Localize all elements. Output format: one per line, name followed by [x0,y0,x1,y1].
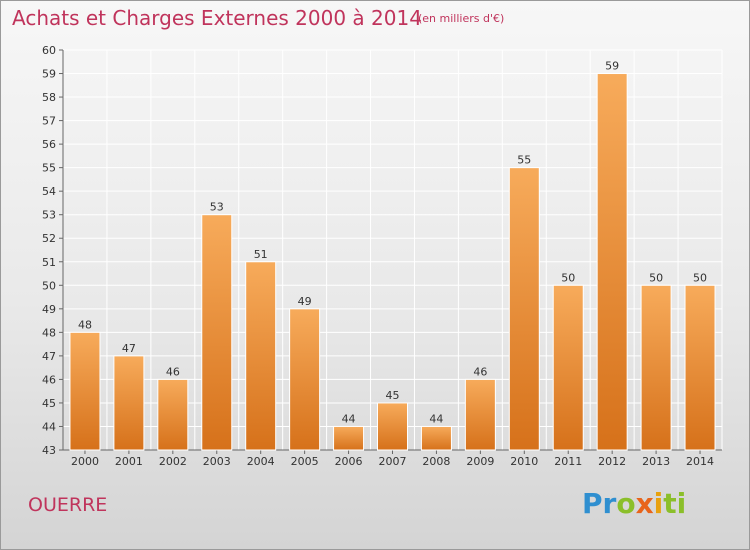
data-label: 47 [122,342,136,355]
y-tick-label: 59 [42,68,56,81]
x-tick-label: 2006 [335,455,363,468]
data-label: 53 [210,201,224,214]
y-tick-label: 56 [42,138,56,151]
data-label: 44 [429,412,443,425]
bar [552,284,584,451]
bars [69,73,716,451]
bar [684,284,716,451]
x-tick-label: 2009 [466,455,494,468]
data-label: 50 [561,271,575,284]
y-tick-label: 51 [42,256,56,269]
bar [377,402,408,451]
labels: 48 2000 47 2001 46 2002 53 2003 51 2004 49 2005 44 20… [71,60,714,468]
y-tick-label: 60 [42,44,56,57]
chart-title: Achats et Charges Externes 2000 à 2014 [12,6,422,30]
data-label: 50 [693,271,707,284]
y-tick-label: 53 [42,209,56,222]
x-tick-label: 2003 [203,455,231,468]
y-tick-label: 44 [42,420,56,433]
unit-note: (en milliers d'€) [418,12,505,25]
bar [508,167,540,451]
data-label: 55 [517,154,531,167]
x-tick-label: 2014 [686,455,714,468]
bar [201,214,233,451]
proxiti-logo: Proxiti [582,487,687,520]
data-label: 49 [298,295,312,308]
place-name: OUERRE [28,494,108,516]
bar [640,284,672,451]
data-label: 45 [386,389,400,402]
bar [333,425,365,451]
data-label: 46 [473,365,487,378]
x-tick-label: 2010 [510,455,538,468]
bar [289,308,321,451]
bar [113,355,145,451]
x-tick-label: 2013 [642,455,670,468]
x-tick-label: 2005 [291,455,319,468]
y-tick-label: 43 [42,444,56,457]
bar [596,73,628,451]
bar [420,425,452,451]
data-label: 48 [78,318,92,331]
data-label: 51 [254,248,268,261]
y-tick-label: 49 [42,303,56,316]
x-tick-label: 2004 [247,455,275,468]
y-tick-label: 50 [42,279,56,292]
bar [245,261,277,451]
data-label: 46 [166,365,180,378]
y-tick-label: 48 [42,326,56,339]
bar [464,378,496,451]
y-tick-label: 58 [42,91,56,104]
x-tick-label: 2012 [598,455,626,468]
bar [69,331,101,451]
y-tick-label: 57 [42,115,56,128]
x-tick-label: 2011 [554,455,582,468]
y-tick-label: 52 [42,232,56,245]
y-tick-label: 54 [42,185,56,198]
data-label: 59 [605,60,619,73]
y-tick-label: 47 [42,350,56,363]
data-label: 50 [649,271,663,284]
data-label: 44 [342,412,356,425]
x-tick-label: 2002 [159,455,187,468]
y-tick-label: 46 [42,373,56,386]
y-tick-label: 55 [42,162,56,175]
x-tick-label: 2007 [379,455,407,468]
x-tick-label: 2001 [115,455,143,468]
y-tick-label: 45 [42,397,56,410]
x-tick-label: 2008 [422,455,450,468]
x-tick-label: 2000 [71,455,99,468]
bar [157,378,189,451]
